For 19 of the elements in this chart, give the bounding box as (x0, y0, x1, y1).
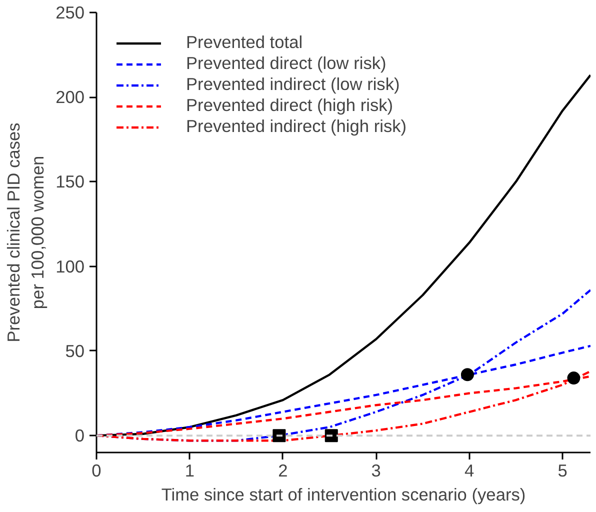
legend-label: Prevented total (186, 32, 303, 53)
y-tick-label: 0 (74, 426, 85, 446)
x-tick-label: 2 (278, 460, 288, 480)
y-axis-title: Prevented clinical PID cases per 100,000 women (4, 122, 48, 342)
y-tick-label: 200 (56, 87, 85, 108)
legend-label: Prevented indirect (high risk) (186, 116, 407, 137)
legend-label: Prevented direct (high risk) (186, 95, 394, 116)
legend-label: Prevented direct (low risk) (186, 53, 386, 74)
y-tick-label: 50 (65, 340, 85, 361)
y-tick-label: 250 (56, 2, 85, 22)
y-tick-label: 150 (56, 172, 85, 192)
x-axis-title: Time since start of intervention scenario (years) (161, 484, 526, 504)
x-tick-label: 0 (92, 460, 102, 480)
y-tick-label: 100 (56, 256, 85, 276)
legend-label: Prevented indirect (low risk) (186, 74, 400, 95)
x-tick-label: 5 (558, 460, 568, 480)
x-tick-label: 4 (464, 460, 475, 480)
x-tick-label: 3 (371, 460, 381, 480)
x-tick-label: 1 (184, 460, 195, 480)
